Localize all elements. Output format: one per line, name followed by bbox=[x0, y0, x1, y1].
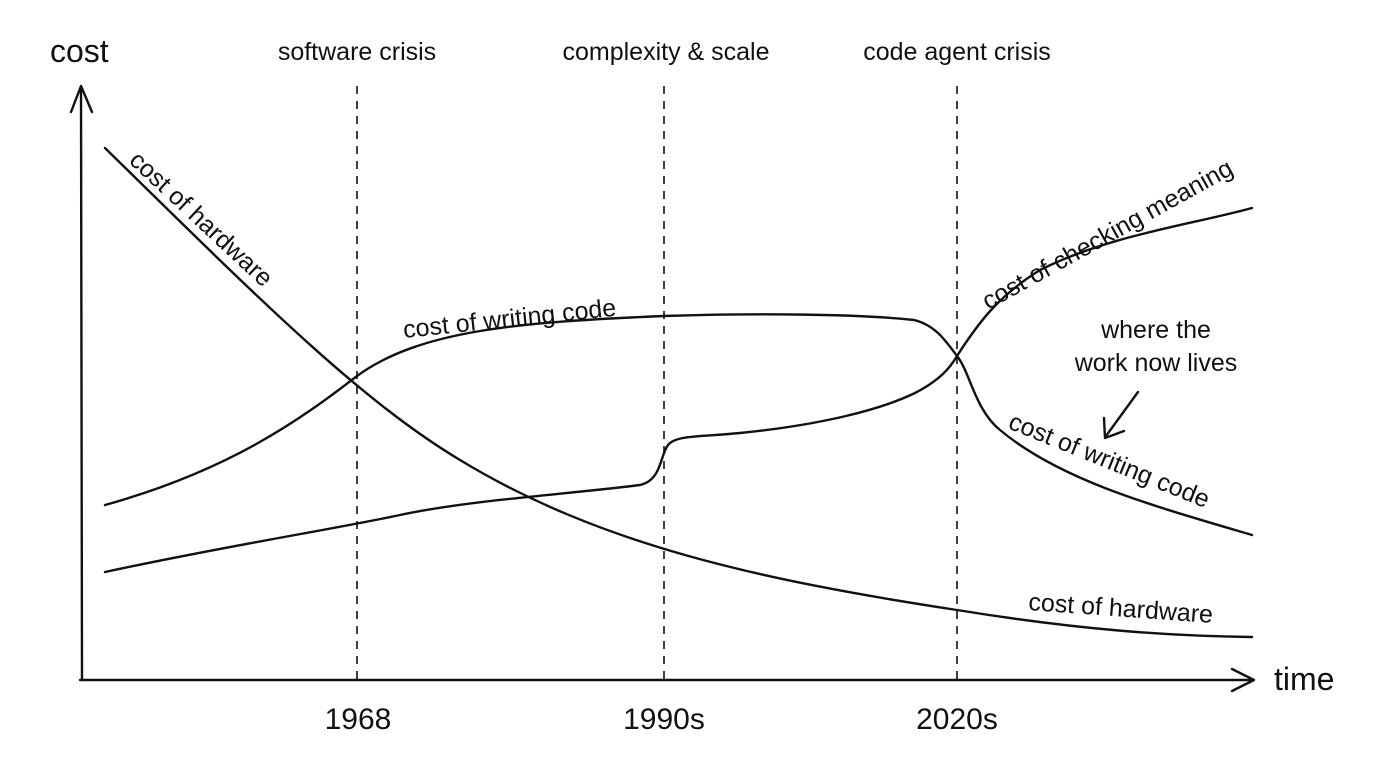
y-axis-arrowhead bbox=[69, 84, 94, 114]
x-axis-arrowhead bbox=[1230, 667, 1256, 693]
y-axis-label: cost bbox=[50, 33, 109, 69]
annotation-line-2: work now lives bbox=[1074, 349, 1238, 377]
label-hardware-early: cost of hardware bbox=[124, 146, 278, 293]
hardware-cost-curve bbox=[103, 146, 1254, 639]
writing-code-cost-curve bbox=[103, 313, 1254, 537]
tick-label-1968: 1968 bbox=[325, 703, 392, 736]
era-heading-software-crisis: software crisis bbox=[278, 38, 436, 66]
era-heading-complexity-scale: complexity & scale bbox=[562, 38, 769, 66]
label-writing-code-early: cost of writing code bbox=[402, 294, 618, 344]
label-writing-code-late: cost of writing code bbox=[1005, 408, 1214, 514]
y-axis bbox=[79, 86, 84, 682]
era-heading-code-agent-crisis: code agent crisis bbox=[863, 38, 1051, 66]
annotation-arrow bbox=[1104, 390, 1140, 438]
x-axis-label: time bbox=[1274, 661, 1334, 697]
tick-label-1990s: 1990s bbox=[623, 703, 705, 736]
annotation-arrowhead bbox=[1102, 416, 1126, 440]
tick-label-2020s: 2020s bbox=[916, 703, 998, 736]
label-checking-meaning: cost of checking meaning bbox=[977, 154, 1237, 315]
checking-meaning-cost-curve bbox=[103, 206, 1254, 574]
annotation-line-1: where the bbox=[1100, 316, 1211, 344]
